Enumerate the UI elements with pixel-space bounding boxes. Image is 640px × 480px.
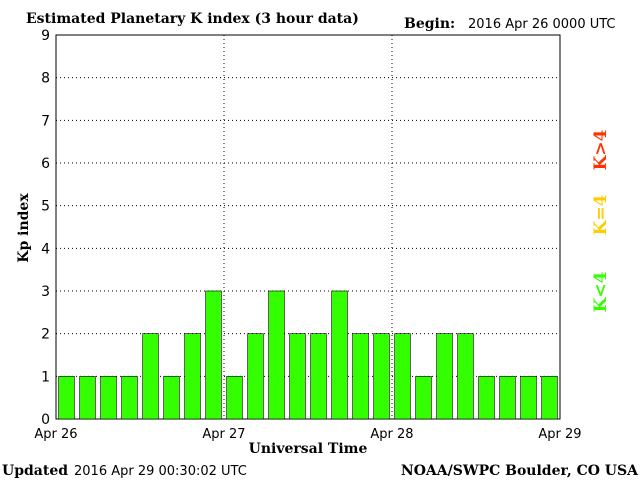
kp-bar xyxy=(205,290,222,420)
plot-area: 0 1 2 3 4 5 6 7 8 9 Apr 26 Apr 27 Apr 28 Apr 29 xyxy=(34,28,581,442)
kp-bar xyxy=(373,333,390,420)
kp-bar xyxy=(310,333,327,420)
y-axis-label: Kp index xyxy=(16,193,32,263)
kp-bar xyxy=(226,376,243,420)
legend-k-greater-4: K>4 xyxy=(591,129,611,170)
y-tick-label: 3 xyxy=(41,284,50,300)
x-axis-label: Universal Time xyxy=(249,441,368,457)
kp-bar xyxy=(541,376,558,420)
kp-bar xyxy=(520,376,537,420)
kp-bar xyxy=(163,376,180,420)
kp-bar xyxy=(415,376,432,420)
kp-bar xyxy=(499,376,516,420)
kp-bar xyxy=(457,333,474,420)
updated-value: 2016 Apr 29 00:30:02 UTC xyxy=(74,464,247,479)
kp-bar xyxy=(436,333,453,420)
kp-bar xyxy=(268,290,285,420)
x-tick-label: Apr 26 xyxy=(34,427,77,442)
kp-bar xyxy=(184,333,201,420)
updated-label: Updated xyxy=(2,463,68,479)
y-tick-label: 9 xyxy=(41,28,50,44)
y-tick-label: 1 xyxy=(41,369,50,385)
kp-bar xyxy=(247,333,264,420)
kp-bar xyxy=(79,376,96,420)
y-tick-label: 4 xyxy=(41,241,50,257)
kp-bar xyxy=(100,376,117,420)
legend-k-equal-4: K=4 xyxy=(591,194,611,235)
kp-bar xyxy=(121,376,138,420)
y-tick-label: 5 xyxy=(41,199,50,215)
legend-k-less-4: K<4 xyxy=(591,271,611,312)
chart-title: Estimated Planetary K index (3 hour data… xyxy=(26,11,359,27)
credit-text: NOAA/SWPC Boulder, CO USA xyxy=(401,463,639,479)
y-tick-label: 6 xyxy=(41,156,50,172)
kp-bar xyxy=(142,333,159,420)
kp-bar xyxy=(478,376,495,420)
y-tick-label: 8 xyxy=(41,71,50,87)
kp-bar xyxy=(331,290,348,420)
begin-label: Begin: xyxy=(404,16,455,32)
kp-bar xyxy=(352,333,369,420)
y-tick-label: 2 xyxy=(41,327,50,343)
kp-bar xyxy=(289,333,306,420)
x-tick-label: Apr 27 xyxy=(202,427,245,442)
y-tick-label: 7 xyxy=(41,113,50,129)
kp-bar xyxy=(58,376,75,420)
y-tick-label: 0 xyxy=(41,412,50,428)
kp-bar xyxy=(394,333,411,420)
x-tick-label: Apr 29 xyxy=(538,427,581,442)
x-tick-label: Apr 28 xyxy=(370,427,413,442)
plot-frame xyxy=(55,34,561,420)
begin-value: 2016 Apr 26 0000 UTC xyxy=(468,17,616,32)
